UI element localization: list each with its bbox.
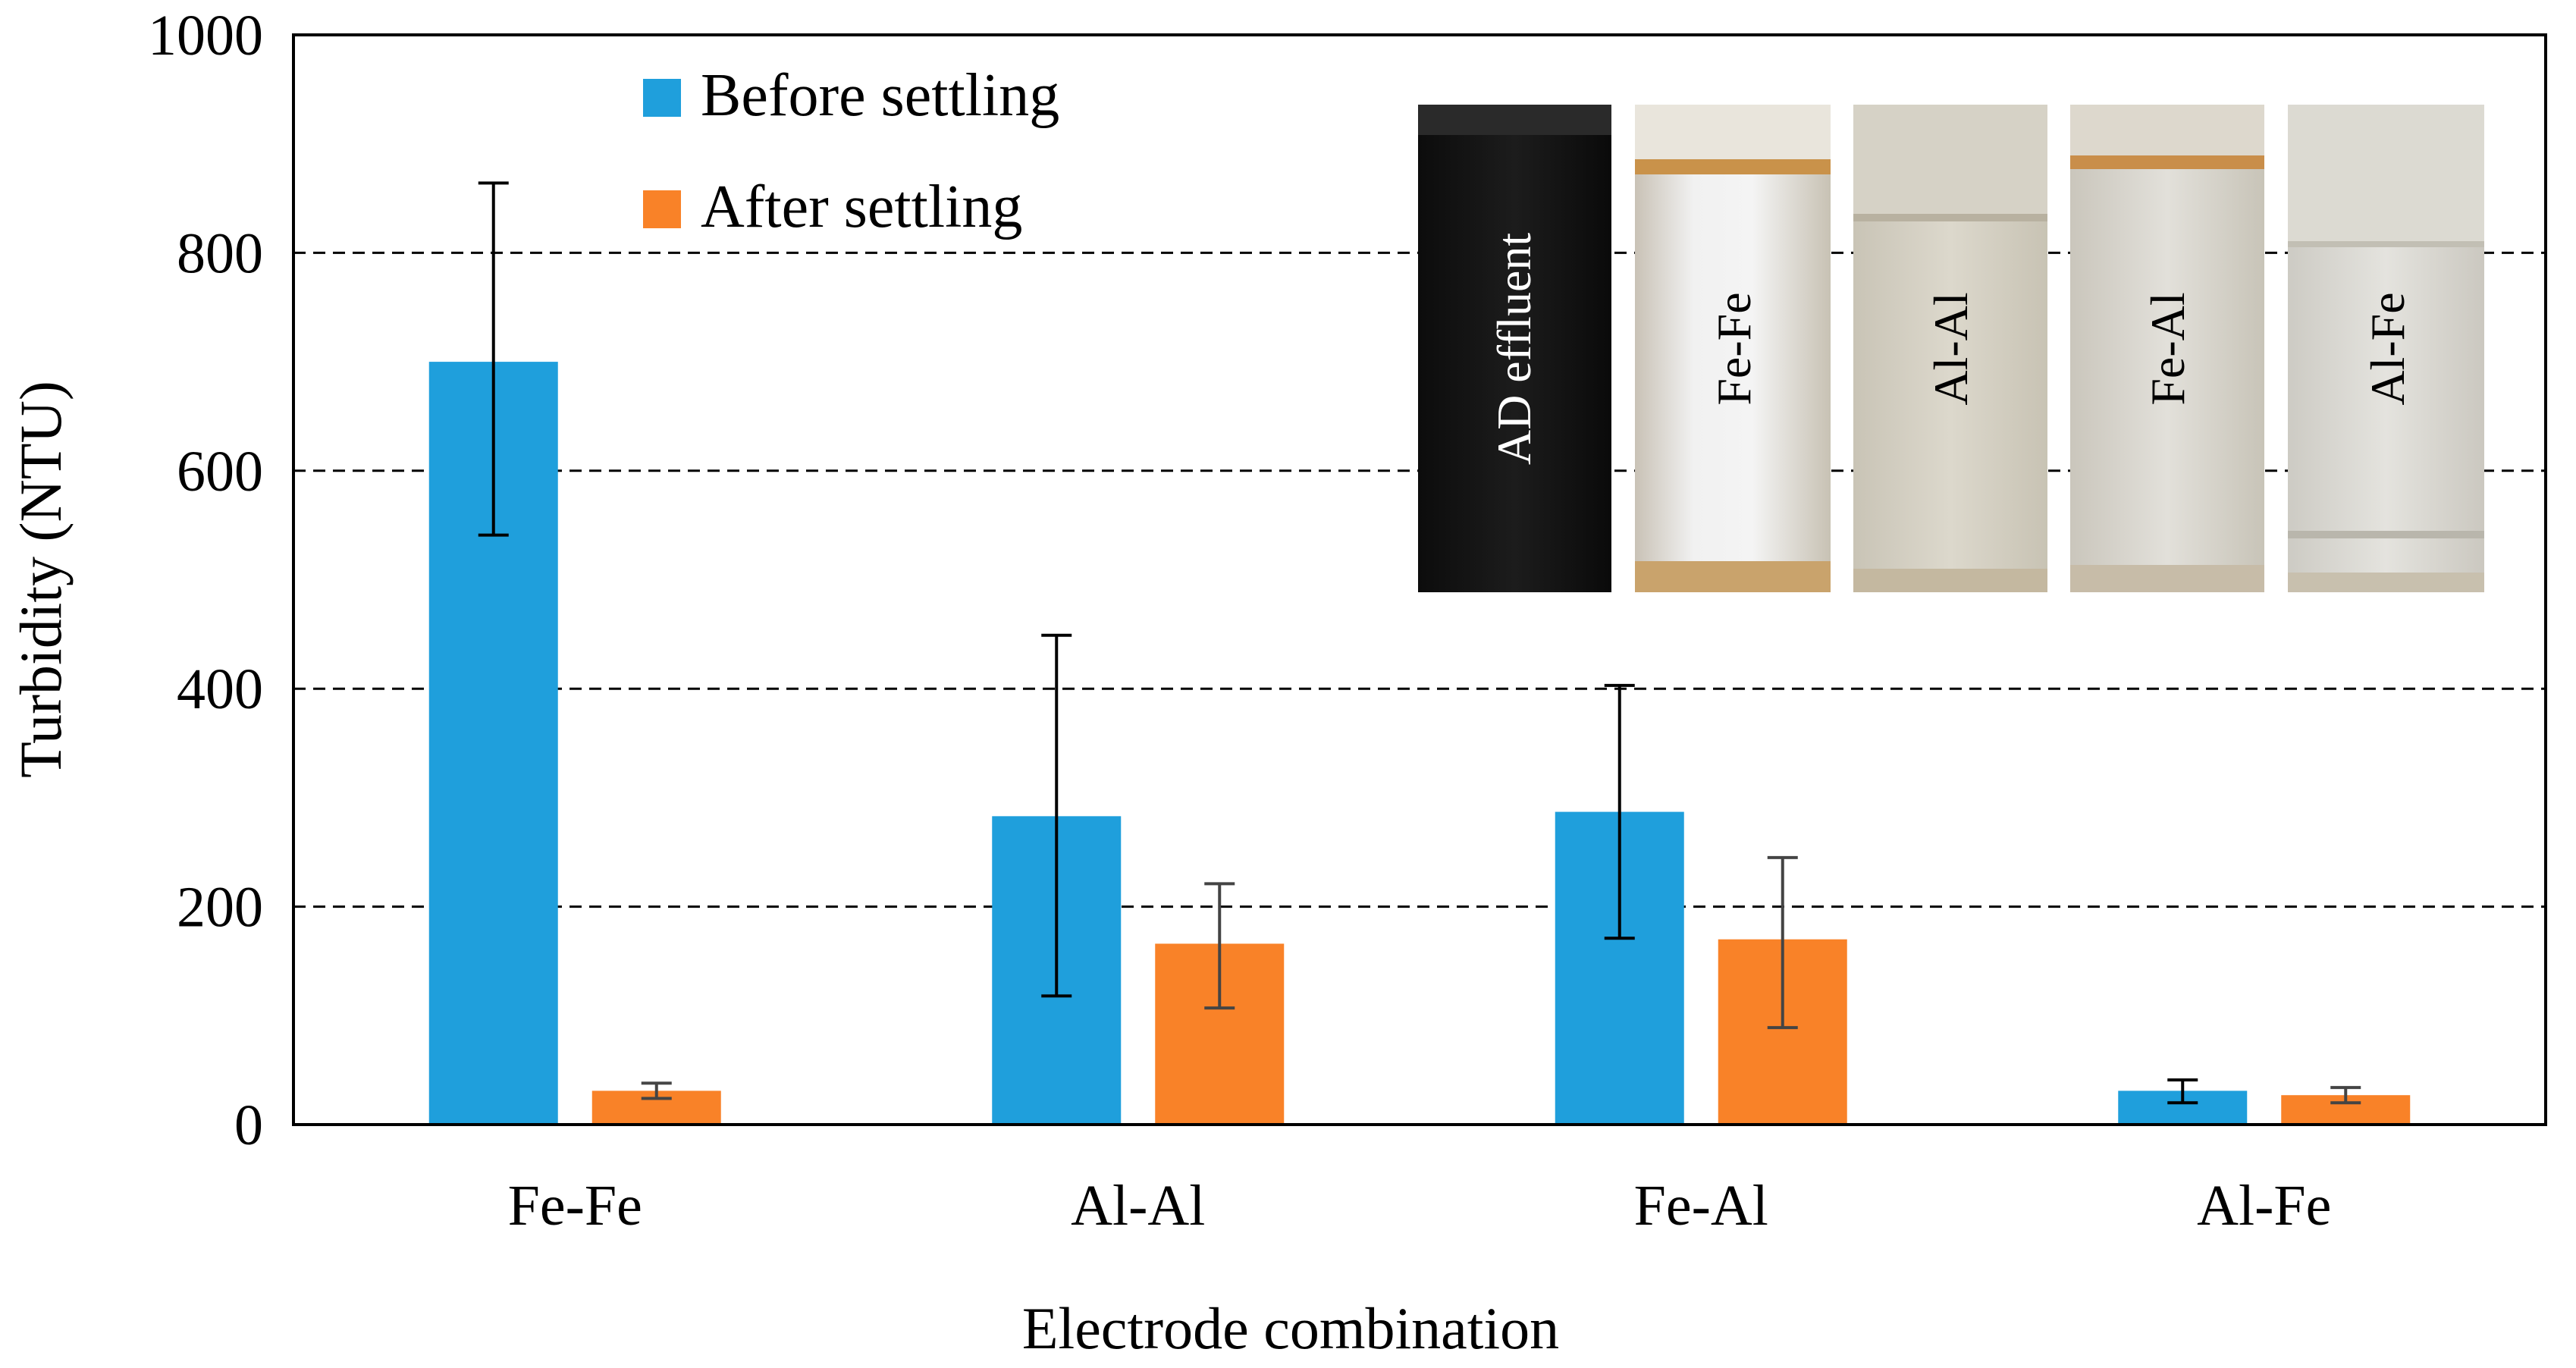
error-bars [478,181,2361,1105]
legend: Before settling After settling [643,62,1059,240]
x-tick-label: Fe-Fe [508,1174,642,1238]
x-tick-label: Al-Al [1071,1174,1205,1238]
y-tick-label: 400 [177,657,263,721]
x-axis-title: Electrode combination [1022,1295,1559,1361]
inset-vial-photos: AD effluent Fe-Fe Al-Al Fe-Al [1418,105,2484,592]
y-axis-title: Turbidity (NTU) [8,381,74,778]
y-tick-label: 1000 [148,4,263,67]
error-bar [478,181,509,537]
vial-label-al-al: Al-Al [1924,292,1978,405]
x-tick-label: Fe-Al [1634,1174,1768,1238]
vial-label-fe-fe: Fe-Fe [1707,292,1761,405]
y-tick-label: 200 [177,876,263,940]
vial-label-fe-al: Fe-Al [2141,292,2195,405]
y-tick-labels: 0 200 400 600 800 1000 [148,4,263,1157]
legend-label-before: Before settling [701,62,1059,129]
vial-photo-fe-fe: Fe-Fe [1635,105,1831,592]
vial-photo-ad-effluent: AD effluent [1418,105,1611,592]
error-bar [1604,683,1635,940]
vial-photo-fe-al: Fe-Al [2070,105,2264,592]
vial-photo-al-fe: Al-Fe [2288,105,2484,592]
x-tick-labels: Fe-Fe Al-Al Fe-Al Al-Fe [508,1174,2332,1238]
y-tick-label: 600 [177,440,263,504]
legend-swatch-before [643,79,681,117]
error-bar [1041,633,1072,998]
legend-swatch-after [643,190,681,228]
error-bar [1204,882,1235,1010]
error-bar [1767,855,1798,1030]
vial-label-ad-effluent: AD effluent [1487,233,1541,466]
error-bar [641,1081,672,1100]
legend-label-after: After settling [701,174,1022,240]
error-bar [2330,1086,2361,1105]
vial-label-al-fe: Al-Fe [2361,292,2414,405]
vial-photo-al-al: Al-Al [1853,105,2047,592]
error-bar [2167,1078,2198,1105]
y-tick-label: 0 [234,1093,263,1157]
y-tick-label: 800 [177,221,263,285]
x-tick-label: Al-Fe [2197,1174,2331,1238]
plot-frame [292,33,2547,1126]
